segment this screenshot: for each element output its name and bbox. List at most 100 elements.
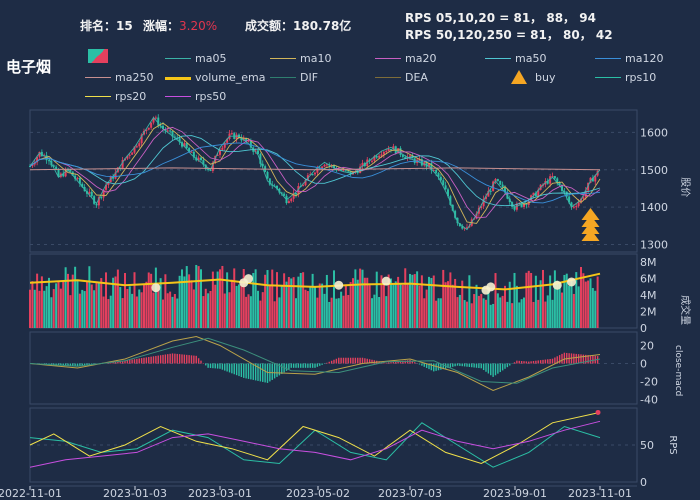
rps-tick-label: 50	[640, 439, 654, 452]
candle-body	[150, 122, 153, 128]
volume-bar	[223, 293, 226, 328]
candle-body	[147, 127, 150, 130]
macd-histogram-bar	[418, 363, 421, 365]
candle-body	[171, 130, 174, 137]
candle-body	[409, 155, 411, 157]
rps-short: RPS 05,10,20 = 81， 88， 94	[405, 11, 596, 25]
volume-tick-label: 0	[640, 322, 647, 335]
volume-bar	[128, 286, 131, 328]
volume-highlight-dot	[381, 276, 391, 286]
volume-bar	[216, 271, 219, 328]
candle-body	[482, 198, 485, 207]
volume-bar	[40, 276, 43, 328]
volume-bar	[209, 290, 212, 328]
volume-highlight-dot	[486, 282, 496, 292]
candle-body	[580, 198, 582, 203]
change-value: 3.20%	[179, 19, 218, 33]
macd-histogram-bar	[145, 357, 148, 364]
price-tick-label: 1500	[640, 164, 668, 177]
candle-body	[245, 137, 248, 142]
macd-axis-label: close-macd	[673, 345, 683, 396]
macd-histogram-bar	[539, 360, 542, 364]
volume-bar	[523, 297, 525, 328]
macd-histogram-bar	[342, 357, 345, 364]
macd-histogram-bar	[319, 363, 321, 366]
volume-bar	[542, 269, 544, 328]
volume-bar	[378, 297, 381, 328]
volume-bar	[235, 285, 238, 328]
volume-bar	[546, 295, 549, 328]
volume-bar	[527, 270, 530, 328]
volume-bar	[468, 275, 471, 328]
macd-histogram-bar	[535, 360, 537, 364]
volume-tick-label: 2M	[640, 306, 657, 319]
candle-body	[556, 178, 559, 183]
volume-bar	[572, 293, 575, 328]
volume-bar	[188, 274, 191, 328]
candle-body	[375, 156, 378, 158]
macd-histogram-bar	[188, 355, 190, 364]
legend-label-ma05: ma05	[195, 52, 227, 65]
volume-bar	[93, 290, 96, 328]
volume-bar	[112, 277, 115, 328]
volume-bar	[580, 267, 582, 328]
volume-bar	[466, 301, 468, 328]
volume-bar	[140, 292, 143, 328]
volume-bar	[591, 288, 594, 328]
macd-histogram-bar	[307, 363, 309, 368]
candle-body	[344, 169, 347, 171]
candle-body	[188, 148, 191, 152]
volume-bar	[544, 301, 547, 328]
macd-histogram-bar	[205, 363, 207, 366]
volume-bar	[67, 273, 69, 328]
candle-body	[45, 155, 48, 161]
macd-tick-label: -40	[640, 394, 658, 407]
candle-body	[295, 192, 297, 195]
legend-swatch-rps20	[85, 96, 111, 97]
macd-histogram-bar	[528, 361, 530, 364]
volume-bar	[226, 272, 229, 328]
macd-tick-label: -20	[640, 376, 658, 389]
macd-histogram-bar	[81, 363, 83, 366]
volume-highlight-dot	[334, 280, 344, 290]
volume-bar	[492, 303, 495, 328]
volume-bar	[387, 274, 390, 328]
candle-body	[392, 146, 395, 150]
macd-histogram-bar	[366, 358, 368, 364]
volume-bar	[333, 270, 335, 328]
volume-bar	[575, 272, 578, 328]
volume-bar	[145, 281, 148, 328]
line-ma10	[29, 122, 601, 224]
candle-body	[551, 176, 554, 178]
macd-histogram-bar	[266, 363, 269, 383]
volume-bar	[100, 278, 103, 328]
macd-histogram-bar	[392, 361, 395, 364]
candle-body	[62, 173, 65, 177]
volume-bar	[511, 303, 514, 328]
candle-body	[100, 197, 103, 199]
candle-body	[169, 130, 172, 132]
macd-histogram-bar	[371, 359, 373, 364]
volume-bar	[439, 298, 442, 328]
volume-bar	[568, 285, 571, 328]
macd-histogram-bar	[551, 358, 554, 364]
macd-histogram-bar	[402, 360, 404, 364]
volume-bar	[556, 280, 559, 328]
macd-histogram-bar	[328, 361, 330, 364]
macd-histogram-bar	[69, 363, 72, 366]
volume-bar	[432, 275, 435, 328]
macd-histogram-bar	[449, 363, 452, 368]
volume-bar	[178, 275, 181, 328]
macd-histogram-bar	[212, 363, 214, 369]
macd-histogram-bar	[440, 363, 442, 370]
x-tick-label: 2023-07-03	[378, 487, 442, 500]
candle-body	[97, 197, 100, 206]
volume-bar	[202, 296, 205, 328]
volume-bar	[283, 273, 286, 328]
macd-histogram-bar	[159, 355, 162, 364]
volume-bar	[411, 274, 414, 328]
volume-bar	[549, 275, 552, 328]
volume-bar	[534, 275, 537, 328]
volume-bar	[418, 285, 421, 328]
candle-body	[356, 171, 359, 174]
